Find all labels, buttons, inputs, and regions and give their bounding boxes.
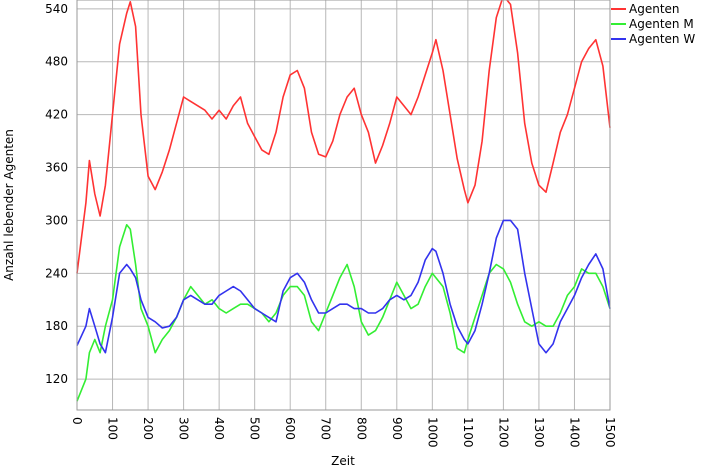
x-tick-label: 100 (106, 417, 120, 440)
x-tick-label: 800 (354, 417, 368, 440)
plot-frame (76, 0, 611, 411)
x-tick-label: 0 (70, 417, 84, 425)
x-tick-label: 1200 (496, 417, 510, 448)
legend-label: Agenten M (629, 17, 694, 31)
x-tick-label: 300 (177, 417, 191, 440)
x-axis-title: Zeit (331, 454, 355, 468)
y-tick-label: 300 (45, 213, 68, 227)
series-line-3 (76, 219, 611, 354)
x-tick-label: 1300 (532, 417, 546, 448)
y-tick-label: 240 (45, 266, 68, 280)
y-tick-label: 540 (45, 2, 68, 16)
x-tick-labels: 0 100 200 300 400 500 600 700 800 900 1000 1100 1200… (70, 417, 617, 448)
x-tick-label: 500 (248, 417, 262, 440)
x-tick-label: 900 (390, 417, 404, 440)
y-tick-label: 120 (45, 372, 68, 386)
legend-label: Agenten W (629, 32, 695, 46)
series-layer (76, 0, 611, 402)
x-tick-label: 200 (141, 417, 155, 440)
x-tick-label: 1000 (425, 417, 439, 448)
y-axis-title: Anzahl lebender Agenten (2, 129, 16, 281)
y-tick-label: 420 (45, 108, 68, 122)
x-tick-label: 1400 (567, 417, 581, 448)
x-tick-label: 600 (283, 417, 297, 440)
plot-background (77, 0, 610, 410)
x-tick-label: 1100 (461, 417, 475, 448)
y-tick-labels: 120 180 240 300 360 420 480 540 (45, 2, 68, 386)
y-tick-label: 480 (45, 55, 68, 69)
y-tick-label: 360 (45, 161, 68, 175)
legend-label: Agenten (629, 2, 680, 16)
x-tick-label: 1500 (603, 417, 617, 448)
x-tick-label: 400 (212, 417, 226, 440)
x-tick-label: 700 (319, 417, 333, 440)
y-tick-label: 180 (45, 319, 68, 333)
series-line-2 (76, 224, 611, 402)
series-line-1 (76, 0, 611, 274)
